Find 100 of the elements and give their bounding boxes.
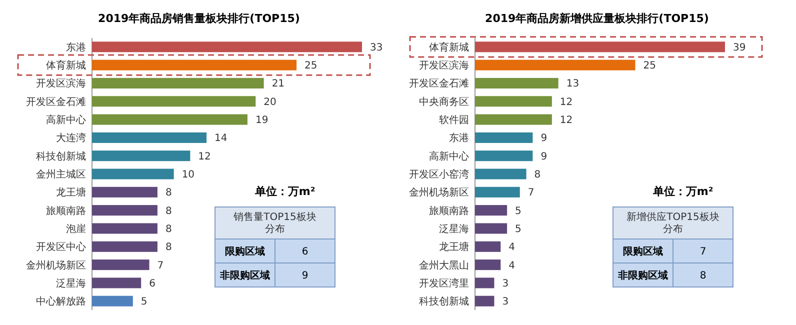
data-label: 7 — [528, 188, 534, 199]
y-tick-label: 泡崖 — [66, 222, 86, 235]
bar — [475, 223, 508, 234]
y-tick-label: 大连湾 — [56, 132, 86, 144]
annotation: 限购区域 — [225, 246, 265, 258]
annotation: 销售量TOP15板块分布 — [232, 211, 316, 235]
data-label: 7 — [157, 260, 164, 272]
bar — [92, 114, 248, 125]
y-tick-label: 东港 — [66, 41, 86, 54]
annotation: 非限购区域 — [617, 270, 668, 282]
y-tick-label: 高新中心 — [46, 114, 86, 126]
bar — [92, 186, 158, 198]
bar — [475, 114, 552, 125]
data-label: 12 — [198, 151, 211, 162]
bar — [475, 168, 526, 180]
annotation: 8 — [700, 270, 706, 282]
annotation: 单位：万m² — [652, 185, 714, 198]
bar — [475, 78, 558, 88]
y-tick-label: 科技创新城 — [36, 150, 86, 162]
y-tick-label: 泛星海 — [439, 222, 469, 235]
y-tick-label: 开发区滨海 — [419, 60, 469, 72]
annotation: 9 — [302, 270, 308, 282]
data-label: 5 — [515, 224, 522, 235]
data-label: 8 — [165, 224, 172, 235]
y-tick-label: 中心解放路 — [36, 296, 86, 308]
data-label: 8 — [534, 170, 541, 180]
data-label: 13 — [566, 78, 580, 90]
annotation: 6 — [302, 246, 308, 258]
data-label: 20 — [264, 96, 276, 108]
bar — [92, 168, 174, 180]
bar — [475, 260, 501, 270]
bar — [92, 42, 362, 52]
y-tick-label: 泛星海 — [56, 277, 86, 290]
y-tick-label: 龙王塘 — [439, 241, 469, 254]
y-tick-label: 开发区中心 — [36, 241, 86, 254]
data-label: 6 — [149, 278, 156, 290]
data-label: 19 — [255, 115, 268, 126]
y-tick-label: 旅顺南路 — [46, 204, 86, 217]
y-tick-label: 金州主城区 — [36, 168, 86, 180]
bar — [475, 60, 636, 70]
chart-title: 2019年商品房新增供应量板块排行(TOP15) — [485, 12, 709, 25]
bar — [475, 96, 552, 107]
data-label: 14 — [214, 133, 228, 144]
bar — [92, 150, 190, 162]
data-label: 25 — [643, 60, 656, 72]
data-label: 4 — [508, 242, 516, 254]
bar — [92, 241, 158, 252]
y-tick-label: 旅顺南路 — [429, 204, 469, 217]
bar — [92, 96, 256, 107]
y-tick-label: 高新中心 — [429, 150, 469, 162]
data-label: 9 — [540, 151, 548, 162]
chart-title: 2019年商品房销售量板块排行(TOP15) — [98, 12, 300, 25]
y-tick-label: 软件园 — [439, 114, 469, 126]
data-label: 8 — [165, 188, 172, 199]
y-tick-label: 中央商务区 — [419, 96, 469, 108]
bar — [475, 296, 494, 306]
annotation: 非限购区域 — [219, 270, 270, 282]
data-label: 8 — [165, 206, 172, 217]
y-tick-label: 金州大黑山 — [419, 259, 469, 272]
bar — [92, 223, 158, 234]
y-tick-label: 金州机场新区 — [409, 186, 469, 199]
bar — [475, 241, 501, 252]
y-tick-label: 开发区小窑湾 — [409, 168, 469, 180]
y-tick-label: 龙王塘 — [56, 186, 86, 199]
y-tick-label: 开发区金石滩 — [409, 78, 469, 90]
bar — [92, 296, 133, 306]
data-label: 33 — [370, 42, 383, 54]
y-tick-label: 开发区湾里 — [419, 277, 469, 290]
data-label: 8 — [165, 242, 172, 254]
bar — [475, 132, 533, 143]
data-label: 3 — [502, 296, 509, 308]
bar — [92, 278, 142, 288]
y-tick-label: 开发区滨海 — [36, 78, 86, 90]
data-label: 4 — [508, 260, 516, 272]
data-label: 25 — [304, 60, 318, 72]
bar — [92, 205, 158, 216]
bar — [475, 186, 520, 198]
bar — [475, 205, 508, 216]
bar — [475, 42, 725, 52]
annotation: 7 — [700, 246, 706, 258]
data-label: 12 — [560, 115, 573, 126]
y-tick-label: 科技创新城 — [419, 296, 469, 308]
data-label: 39 — [733, 42, 746, 54]
annotation: 单位：万m² — [254, 185, 316, 198]
data-label: 12 — [560, 96, 573, 108]
data-label: 3 — [502, 278, 509, 290]
data-label: 5 — [515, 206, 522, 217]
annotation: 限购区域 — [623, 246, 663, 258]
annotation: 新增供应TOP15板块分布 — [626, 211, 720, 235]
y-tick-label: 体育新城 — [429, 41, 469, 54]
y-tick-label: 开发区金石滩 — [26, 96, 86, 108]
y-tick-label: 体育新城 — [46, 60, 86, 72]
bar — [475, 150, 533, 162]
bar — [475, 278, 494, 288]
bar — [92, 78, 264, 88]
bar — [92, 260, 150, 270]
data-label: 9 — [540, 133, 548, 144]
data-label: 21 — [272, 78, 285, 90]
bar — [92, 60, 297, 70]
y-tick-label: 东港 — [449, 132, 469, 144]
